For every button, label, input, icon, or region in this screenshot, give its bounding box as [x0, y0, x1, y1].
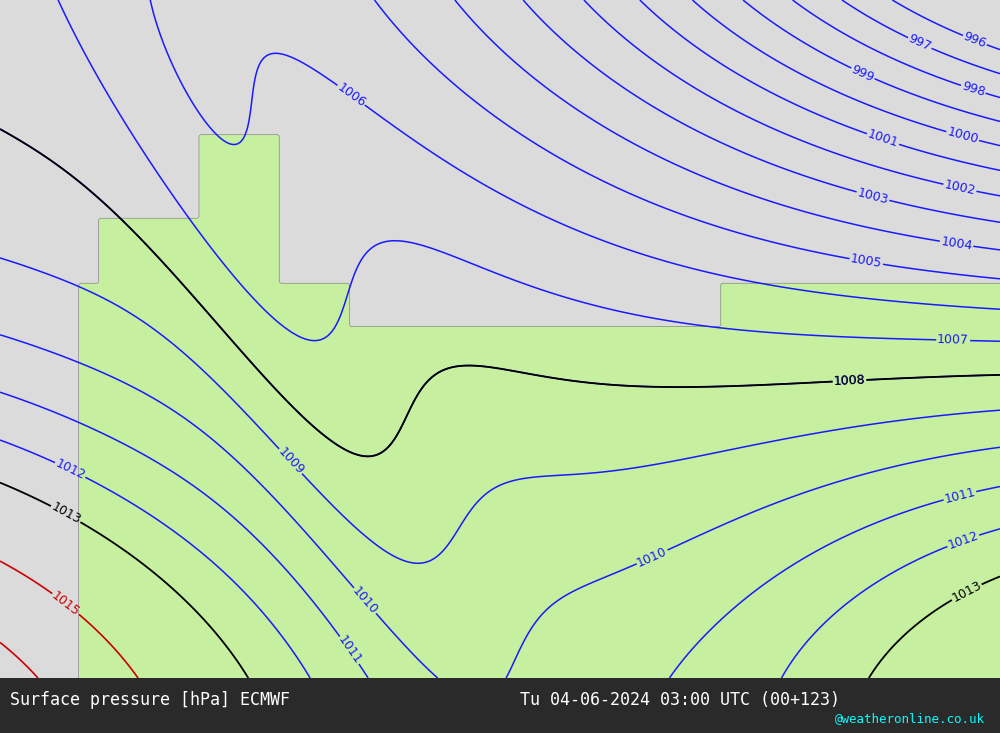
- Text: 996: 996: [961, 30, 988, 51]
- Text: 1011: 1011: [335, 633, 364, 667]
- Text: 1006: 1006: [334, 81, 368, 110]
- Text: 1008: 1008: [833, 373, 866, 388]
- Text: 1007: 1007: [937, 334, 969, 347]
- Text: 1015: 1015: [49, 589, 82, 619]
- Text: 1012: 1012: [946, 529, 980, 552]
- Text: 1013: 1013: [950, 579, 984, 605]
- Text: Surface pressure [hPa] ECMWF: Surface pressure [hPa] ECMWF: [10, 691, 290, 709]
- Text: 1002: 1002: [943, 178, 977, 198]
- Text: Tu 04-06-2024 03:00 UTC (00+123): Tu 04-06-2024 03:00 UTC (00+123): [520, 691, 840, 709]
- Text: 1013: 1013: [49, 501, 83, 527]
- Text: 1004: 1004: [940, 235, 973, 253]
- Text: 1009: 1009: [275, 445, 306, 477]
- Text: 999: 999: [849, 62, 876, 84]
- Text: 1010: 1010: [350, 584, 380, 617]
- Text: 1000: 1000: [946, 126, 980, 147]
- Text: 1011: 1011: [943, 485, 977, 506]
- Text: @weatheronline.co.uk: @weatheronline.co.uk: [835, 712, 985, 725]
- Text: 1003: 1003: [856, 186, 890, 207]
- Text: 997: 997: [906, 32, 933, 54]
- Text: 1005: 1005: [849, 252, 883, 270]
- Text: 1008: 1008: [833, 373, 866, 388]
- Text: 1012: 1012: [53, 457, 87, 482]
- Text: 998: 998: [960, 80, 987, 99]
- Text: 1001: 1001: [866, 128, 900, 150]
- Text: 1010: 1010: [635, 545, 669, 570]
